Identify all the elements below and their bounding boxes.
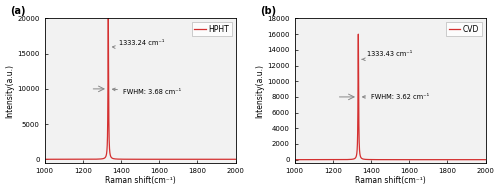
HPHT [42,158,48,160]
Text: FWHM: 3.62 cm⁻¹: FWHM: 3.62 cm⁻¹ [362,94,429,100]
CVD [356,33,362,35]
HPHT [135,158,141,160]
CVD [300,159,306,161]
X-axis label: Raman shift(cm⁻¹): Raman shift(cm⁻¹) [354,176,426,185]
HPHT [53,158,59,160]
Line: HPHT: HPHT [44,19,236,159]
Text: 1333.43 cm⁻¹: 1333.43 cm⁻¹ [362,51,412,61]
CVD [292,159,298,161]
Line: CVD: CVD [294,34,486,160]
HPHT [222,158,228,160]
CVD [292,159,298,161]
CVD [482,159,488,161]
Legend: HPHT: HPHT [192,22,232,36]
HPHT [50,158,56,160]
Y-axis label: Intensity(a.u.): Intensity(a.u.) [6,64,15,118]
Y-axis label: Intensity(a.u.): Intensity(a.u.) [256,64,264,118]
Legend: CVD: CVD [446,22,482,36]
HPHT [106,17,112,20]
CVD [303,159,309,161]
HPHT [42,158,48,160]
Text: (a): (a) [10,6,26,16]
Text: (b): (b) [260,6,276,16]
X-axis label: Raman shift(cm⁻¹): Raman shift(cm⁻¹) [104,176,176,185]
Text: FWHM: 3.68 cm⁻¹: FWHM: 3.68 cm⁻¹ [112,88,181,96]
CVD [385,159,391,161]
HPHT [79,158,85,160]
Text: 1333.24 cm⁻¹: 1333.24 cm⁻¹ [112,40,164,49]
HPHT [232,158,238,160]
CVD [472,159,478,161]
CVD [329,159,335,161]
